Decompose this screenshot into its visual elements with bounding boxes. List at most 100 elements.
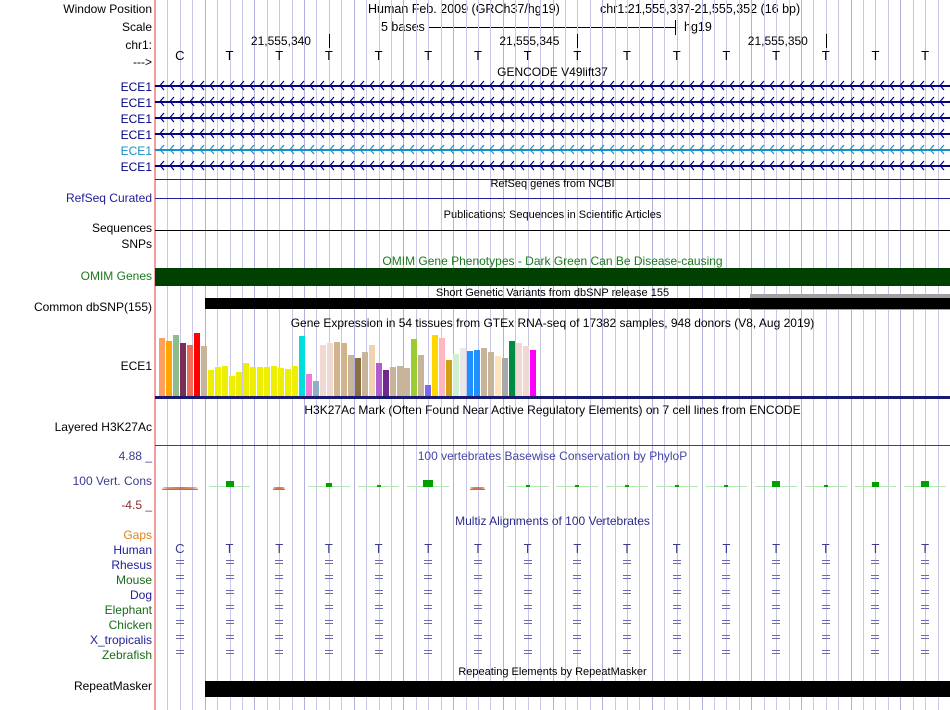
track-title-omim[interactable]: OMIM Gene Phenotypes - Dark Green Can Be… — [382, 254, 723, 268]
gtex-tissue-bar[interactable] — [432, 335, 438, 396]
gtex-tissue-bar[interactable] — [481, 348, 487, 396]
gtex-tissue-bar[interactable] — [194, 333, 200, 396]
gencode-row-label[interactable]: ECE1 — [120, 96, 152, 110]
gtex-tissue-bar[interactable] — [250, 367, 256, 396]
gtex-tissue-bar[interactable] — [271, 366, 277, 396]
gencode-transcript-row[interactable] — [155, 160, 950, 171]
species-label-x_tropicalis[interactable]: X_tropicalis — [89, 633, 152, 647]
omim-gene-block[interactable] — [155, 268, 950, 286]
gtex-tissue-bar[interactable] — [243, 363, 249, 396]
gtex-tissue-bar[interactable] — [530, 350, 536, 396]
species-label-rhesus[interactable]: Rhesus — [111, 558, 152, 572]
gtex-tissue-bar[interactable] — [264, 367, 270, 396]
track-title-dbsnp[interactable]: Short Genetic Variants from dbSNP releas… — [435, 287, 670, 299]
track-title-phylop[interactable]: 100 vertebrates Basewise Conservation by… — [417, 449, 688, 463]
species-label-human[interactable]: Human — [113, 543, 152, 557]
gtex-tissue-bar[interactable] — [488, 352, 494, 396]
gtex-tissue-bar[interactable] — [404, 368, 410, 396]
gencode-transcript-row[interactable] — [155, 80, 950, 91]
label-gtex-gene[interactable]: ECE1 — [120, 359, 152, 373]
species-label-chicken[interactable]: Chicken — [108, 618, 152, 632]
track-title-publications[interactable]: Publications: Sequences in Scientific Ar… — [443, 209, 662, 221]
gtex-tissue-bar[interactable] — [516, 343, 522, 396]
label-layered-h3k27ac[interactable]: Layered H3K27Ac — [54, 420, 152, 434]
gtex-tissue-bar[interactable] — [411, 339, 417, 396]
gtex-tissue-bar[interactable] — [495, 356, 501, 396]
gtex-tissue-bar[interactable] — [425, 385, 431, 396]
species-label-elephant[interactable]: Elephant — [104, 603, 152, 617]
gtex-tissue-bar[interactable] — [257, 367, 263, 396]
gencode-row-label[interactable]: ECE1 — [120, 144, 152, 158]
species-label-mouse[interactable]: Mouse — [115, 573, 152, 587]
gtex-tissue-bar[interactable] — [502, 358, 508, 396]
gtex-tissue-bar[interactable] — [299, 336, 305, 396]
gtex-tissue-bar[interactable] — [362, 352, 368, 396]
track-title-refseq[interactable]: RefSeq genes from NCBI — [490, 178, 615, 190]
gtex-tissue-bar[interactable] — [418, 355, 424, 396]
gtex-tissue-bar[interactable] — [460, 348, 466, 396]
label-refseq-curated[interactable]: RefSeq Curated — [65, 191, 152, 205]
gtex-tissue-bar[interactable] — [509, 341, 515, 396]
gtex-tissue-bar[interactable] — [341, 343, 347, 396]
gencode-row-label[interactable]: ECE1 — [120, 160, 152, 174]
gtex-tissue-bar[interactable] — [166, 341, 172, 396]
gencode-transcript-row[interactable] — [155, 128, 950, 139]
gtex-tissue-bar[interactable] — [159, 338, 165, 396]
gtex-tissue-bar[interactable] — [369, 345, 375, 396]
phylop-conservation-plot[interactable] — [155, 460, 950, 510]
multiz-species-row[interactable] — [155, 630, 950, 641]
gtex-tissue-bar[interactable] — [523, 346, 529, 396]
gtex-tissue-bar[interactable] — [334, 342, 340, 396]
gtex-tissue-bar[interactable] — [397, 366, 403, 396]
species-label-dog[interactable]: Dog — [129, 588, 152, 602]
gencode-transcript-row[interactable] — [155, 144, 950, 155]
gtex-tissue-bar[interactable] — [320, 345, 326, 396]
multiz-species-row[interactable] — [155, 600, 950, 611]
multiz-species-row[interactable] — [155, 570, 950, 581]
gtex-tissue-bar[interactable] — [474, 350, 480, 396]
gtex-tissue-bar[interactable] — [222, 366, 228, 396]
gtex-tissue-bar[interactable] — [292, 366, 298, 396]
label-omim-genes[interactable]: OMIM Genes — [80, 269, 152, 283]
gtex-tissue-bar[interactable] — [208, 370, 214, 396]
gtex-tissue-bar[interactable] — [173, 335, 179, 396]
track-title-gencode[interactable]: GENCODE V49lift37 — [497, 65, 608, 79]
gtex-tissue-bar[interactable] — [383, 370, 389, 396]
track-title-repeatmasker[interactable]: Repeating Elements by RepeatMasker — [458, 666, 647, 678]
multiz-species-row[interactable] — [155, 645, 950, 656]
gencode-row-label[interactable]: ECE1 — [120, 128, 152, 142]
gencode-row-label[interactable]: ECE1 — [120, 112, 152, 126]
gtex-bar-chart[interactable] — [155, 330, 950, 396]
label-common-dbsnp[interactable]: Common dbSNP(155) — [33, 300, 152, 314]
gtex-tissue-bar[interactable] — [467, 351, 473, 396]
gencode-transcript-row[interactable] — [155, 96, 950, 107]
gtex-tissue-bar[interactable] — [390, 367, 396, 396]
gencode-row-label[interactable]: ECE1 — [120, 80, 152, 94]
gtex-tissue-bar[interactable] — [285, 369, 291, 396]
genome-browser-panel[interactable]: C T T T T T T T T T T T T T T T 21,555,340 21,555,345 21,5… — [155, 0, 950, 710]
repeatmasker-block[interactable] — [205, 681, 950, 697]
gtex-tissue-bar[interactable] — [278, 368, 284, 396]
multiz-species-row[interactable] — [155, 555, 950, 566]
gtex-tissue-bar[interactable] — [355, 358, 361, 396]
track-title-gtex[interactable]: Gene Expression in 54 tissues from GTEx … — [290, 316, 815, 330]
gtex-tissue-bar[interactable] — [180, 343, 186, 396]
gtex-tissue-bar[interactable] — [327, 343, 333, 396]
gtex-tissue-bar[interactable] — [306, 374, 312, 396]
label-repeatmasker[interactable]: RepeatMasker — [73, 679, 152, 693]
gtex-tissue-bar[interactable] — [229, 376, 235, 396]
gtex-tissue-bar[interactable] — [313, 381, 319, 396]
gtex-tissue-bar[interactable] — [439, 338, 445, 396]
gtex-tissue-bar[interactable] — [215, 367, 221, 396]
multiz-species-row[interactable] — [155, 585, 950, 596]
multiz-species-row[interactable] — [155, 615, 950, 626]
gtex-tissue-bar[interactable] — [376, 363, 382, 396]
gencode-transcript-row[interactable] — [155, 112, 950, 123]
species-label-zebrafish[interactable]: Zebrafish — [101, 648, 152, 662]
gtex-tissue-bar[interactable] — [453, 354, 459, 396]
label-cons-track[interactable]: 100 Vert. Cons — [72, 474, 152, 488]
gtex-tissue-bar[interactable] — [236, 372, 242, 396]
gtex-tissue-bar[interactable] — [187, 345, 193, 396]
